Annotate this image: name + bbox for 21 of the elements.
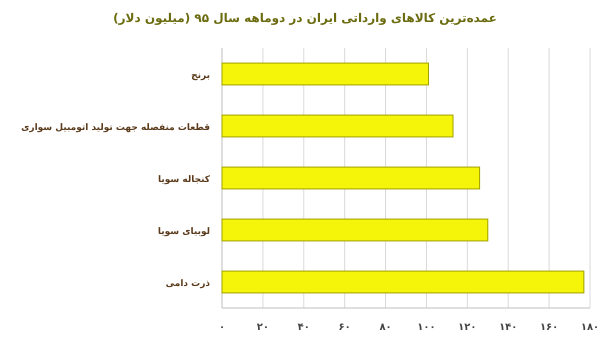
x-tick-label: ۶۰ <box>338 322 351 333</box>
x-tick-label: ۱۸۰ <box>580 322 600 333</box>
y-tick-label: کنجاله سویا <box>158 175 211 185</box>
y-tick-label: برنج <box>191 71 210 81</box>
x-tick-label: ۱۶۰ <box>540 322 558 333</box>
y-tick-label: قطعات منفصله جهت تولید اتومبیل سواری <box>21 123 210 133</box>
chart-title: عمده‌ترین کالاهای وارداتی ایران در دوماهه سال ۹۵ (میلیون دلار) <box>113 11 497 25</box>
x-tick-label: ۰ <box>218 322 226 333</box>
y-tick-label: لوبیای سویا <box>158 227 210 237</box>
x-tick-label: ۱۲۰ <box>458 322 476 333</box>
bar <box>222 270 584 294</box>
x-tick-label: ۱۰۰ <box>417 322 436 333</box>
x-tick-label: ۸۰ <box>379 322 392 333</box>
bar <box>222 114 454 138</box>
bar <box>222 218 488 242</box>
bar <box>222 166 480 190</box>
x-tick-label: ۲۰ <box>256 322 269 333</box>
y-tick-label: ذرت دامی <box>166 279 210 289</box>
x-tick-label: ۱۴۰ <box>499 322 518 333</box>
x-tick-label: ۴۰ <box>298 322 310 333</box>
bar <box>222 62 429 86</box>
